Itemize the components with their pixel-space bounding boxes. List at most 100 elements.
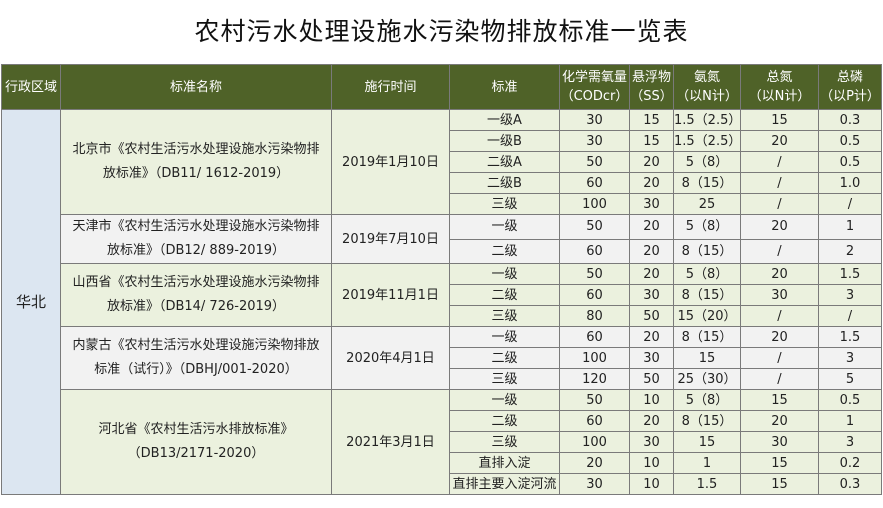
value-cell: / [740, 151, 819, 173]
value-cell: 3 [818, 347, 882, 369]
value-cell: 15 [740, 452, 819, 474]
value-cell: 0.3 [818, 109, 882, 131]
column-header-line: （SS） [630, 89, 673, 104]
value-cell: 60 [559, 172, 630, 194]
column-header-line: 悬浮物 [631, 70, 671, 85]
column-header: 行政区域 [1, 64, 61, 110]
value-cell: / [740, 172, 819, 194]
table-row: 华北 北京市《农村生活污水处理设施水污染物排放标准》（DB11/ 1612-201… [1, 109, 882, 495]
grade-cell: 二级A [449, 151, 560, 173]
column-header: 标准名称 [60, 64, 332, 110]
table-row: 河北省《农村生活污水排放标准》（DB13/2171-2020） 2021年3月1日… [2, 389, 882, 495]
grade-cell: 一级 [449, 214, 560, 240]
value-cell: / [740, 193, 819, 215]
value-cell: 8（15） [673, 410, 741, 432]
value-cell: 1 [818, 214, 882, 240]
value-cell: 5（8） [673, 151, 741, 173]
column-header-line: 总氮 [766, 70, 793, 85]
value-cell: 10 [629, 473, 674, 495]
value-cell: / [740, 238, 819, 264]
table-row: 天津市《农村生活污水处理设施水污染物排放标准》（DB12/ 889-2019） 2… [2, 214, 882, 264]
column-header-line: 施行时间 [364, 79, 417, 95]
column-header-line: （以N计） [748, 89, 811, 104]
table-row: 三级 100 30 25// [2, 193, 882, 215]
value-cell: 30 [740, 284, 819, 306]
effective-date: 2019年1月10日 [331, 109, 450, 215]
table-row: 直排主要入淀河流 30 10 1.5 15 0.3 [2, 473, 882, 495]
value-cell: 20 [740, 263, 819, 285]
value-cell: 8（15） [673, 326, 741, 348]
table-row: 二级 60 30 8（15） 30 3 [2, 284, 882, 306]
value-cell: 15 [740, 109, 819, 131]
value-cell: 3 [818, 431, 882, 453]
value-cell: 25（30） [673, 368, 741, 390]
grade-cell: 二级 [449, 238, 560, 264]
value-cell: 0.5 [818, 130, 882, 152]
value-cell: 60 [559, 238, 630, 264]
value-cell: 60 [559, 326, 630, 348]
value-cell: / [818, 305, 882, 327]
value-cell: 1.5 [818, 263, 882, 285]
table-row: 内蒙古《农村生活污水处理设施污染物排放标准（试行）》（DBHJ/001-2020… [2, 326, 882, 390]
column-header-line: 化学需氧量 [561, 70, 627, 85]
grade-cell: 二级 [449, 347, 560, 369]
page-title: 农村污水处理设施水污染物排放标准一览表 [194, 17, 689, 46]
region-cell: 华北 [1, 109, 61, 495]
value-cell: 20 [629, 151, 674, 173]
value-cell: 20 [740, 410, 819, 432]
value-cell: 1.5 [673, 473, 741, 495]
column-header: 氨氮 （以N计） [673, 64, 741, 110]
value-cell: / [740, 347, 819, 369]
table-row: 三级 80 50 15（20） / / [2, 305, 882, 327]
standard-name: 天津市《农村生活污水处理设施水污染物排放标准》（DB12/ 889-2019） [60, 214, 332, 264]
grade-cell: 二级 [449, 284, 560, 306]
value-cell: 50 [629, 368, 674, 390]
value-cell: 1.5 [818, 326, 882, 348]
value-cell: 15 [673, 347, 741, 369]
value-cell: 15 [673, 431, 741, 453]
value-cell: 15 [629, 130, 674, 152]
value-cell: 30 [559, 130, 630, 152]
column-header: 悬浮物 （SS） [629, 64, 674, 110]
value-cell: 1 [818, 410, 882, 432]
value-cell: 15 [629, 109, 674, 131]
value-cell: 5（8） [673, 214, 741, 240]
value-cell: 8（15） [673, 284, 741, 306]
grade-cell: 一级B [449, 130, 560, 152]
value-cell: 30 [740, 431, 819, 453]
value-cell: 50 [559, 214, 630, 240]
value-cell: 20 [559, 452, 630, 474]
value-cell: 1.5（2.5） [673, 130, 741, 152]
value-cell: 0.3 [818, 473, 882, 495]
value-cell: 1 [673, 452, 741, 474]
standard-name: 山西省《农村生活污水处理设施水污染物排放标准》（DB14/ 726-2019） [60, 263, 332, 327]
value-cell: / [740, 305, 819, 327]
standards-table: 行政区域 标准名称 施行时间 标准 化学需氧量 （CODcr） 悬浮物 （SS） 氨氮 （以N计）… [1, 64, 882, 495]
value-cell: 8（15） [673, 238, 741, 264]
value-cell: 30 [629, 193, 674, 215]
grade-cell: 二级 [449, 410, 560, 432]
value-cell: 20 [740, 130, 819, 152]
value-cell: 50 [629, 305, 674, 327]
grade-cell: 一级A [449, 109, 560, 131]
grade-cell: 三级 [449, 368, 560, 390]
column-header: 总氮 （以N计） [740, 64, 819, 110]
column-header: 标准 [449, 64, 560, 110]
value-cell: 20 [629, 172, 674, 194]
value-cell: 15 [740, 389, 819, 411]
value-cell: 5 [818, 368, 882, 390]
value-cell: 25 [673, 193, 741, 215]
value-cell: 120 [559, 368, 630, 390]
value-cell: 15 [740, 473, 819, 495]
value-cell: 100 [559, 431, 630, 453]
value-cell: 20 [629, 410, 674, 432]
value-cell: 10 [629, 452, 674, 474]
value-cell: / [740, 368, 819, 390]
value-cell: 60 [559, 410, 630, 432]
grade-cell: 一级 [449, 263, 560, 285]
grade-cell: 三级 [449, 193, 560, 215]
value-cell: 10 [629, 389, 674, 411]
value-cell: 100 [559, 193, 630, 215]
value-cell: 60 [559, 284, 630, 306]
table-row: 直排入淀 20 10 1 15 0.2 [2, 452, 882, 474]
